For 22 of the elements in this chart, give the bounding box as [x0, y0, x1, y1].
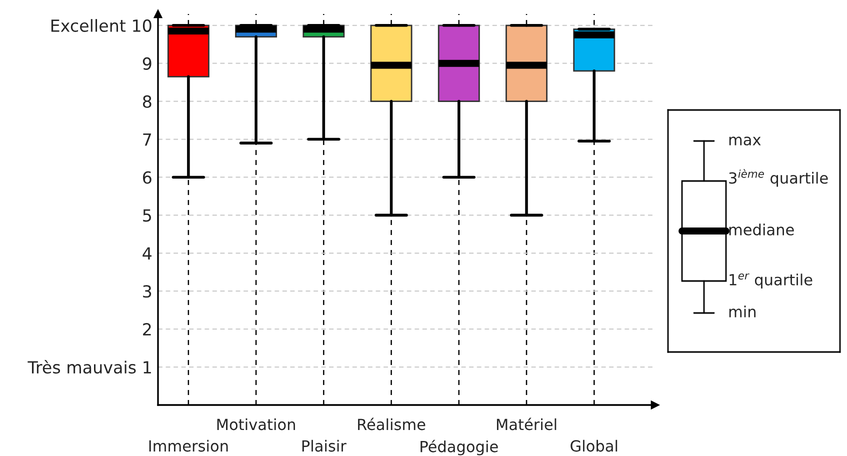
y-tick-label: Excellent 10 [51, 19, 152, 32]
y-tick-label: Très mauvais 1 [28, 360, 151, 374]
x-tick-label: Matériel [496, 418, 556, 430]
text: max [729, 136, 761, 146]
y-tick-label: 4 [142, 247, 152, 260]
y-tick-label: 8 [142, 95, 152, 108]
text: 1$^{er}$ quartile [730, 273, 812, 288]
x-tick-label: Réalisme [358, 418, 426, 430]
x-tick-label: Immersion [149, 440, 228, 452]
x-tick-label: Global [570, 440, 618, 452]
x-tick-label: Plaisir [302, 440, 346, 452]
y-tick-label: 5 [143, 209, 151, 222]
text: mediane [729, 224, 794, 236]
y-tick-label: 3 [143, 285, 152, 298]
y-tick-label: 2 [143, 323, 151, 336]
x-tick-label: Motivation [217, 418, 295, 430]
y-tick-label: 7 [143, 133, 152, 146]
text: 3$^{ième}$ quartile [729, 169, 828, 187]
y-tick-label: 6 [143, 171, 152, 184]
x-tick-label: Pédagogie [420, 440, 498, 456]
text: min [729, 306, 756, 318]
y-tick-label: 9 [142, 57, 152, 70]
